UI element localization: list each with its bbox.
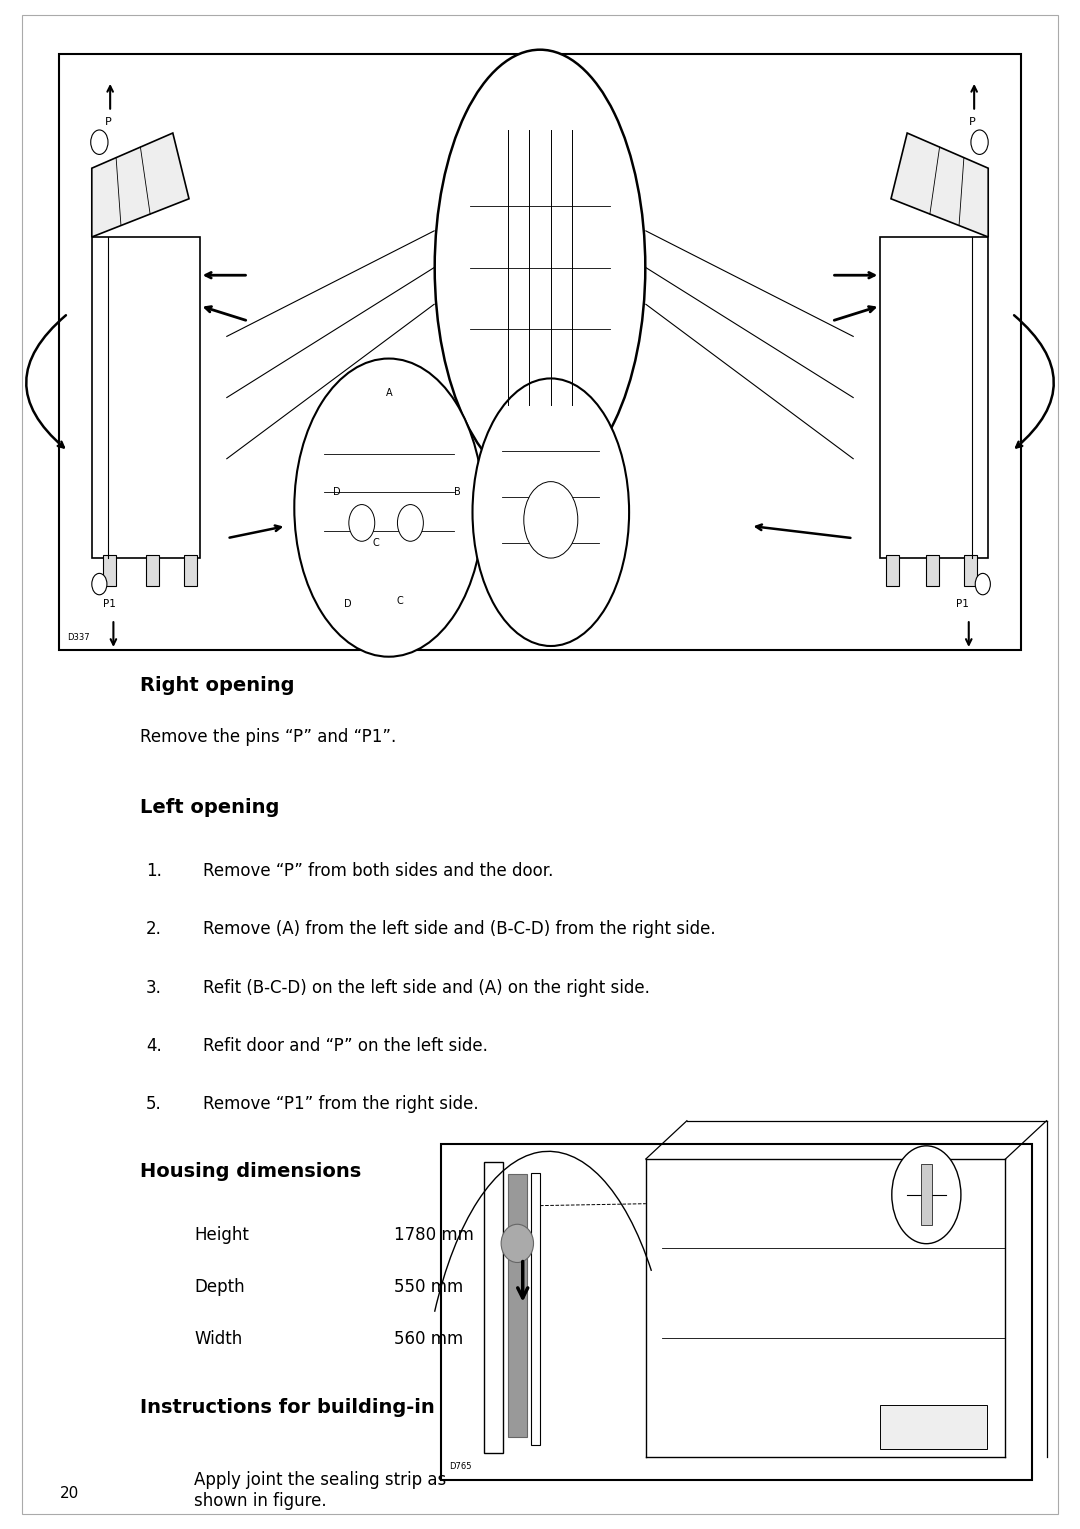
- Text: Remove the pins “P” and “P1”.: Remove the pins “P” and “P1”.: [140, 728, 396, 746]
- Text: D: D: [333, 488, 340, 497]
- Text: C: C: [396, 596, 403, 607]
- Text: 20: 20: [59, 1486, 79, 1501]
- Text: Refit (B-C-D) on the left side and (A) on the right side.: Refit (B-C-D) on the left side and (A) o…: [203, 979, 650, 997]
- Text: Apply joint the sealing strip as
shown in figure.: Apply joint the sealing strip as shown i…: [194, 1471, 447, 1509]
- Circle shape: [892, 1145, 961, 1243]
- Text: Remove (A) from the left side and (B-C-D) from the right side.: Remove (A) from the left side and (B-C-D…: [203, 920, 716, 939]
- Text: 550 mm: 550 mm: [394, 1278, 463, 1297]
- Bar: [926, 555, 939, 586]
- Text: A: A: [386, 387, 392, 398]
- Circle shape: [92, 573, 107, 595]
- Text: 1.: 1.: [146, 862, 162, 881]
- Text: Remove “P” from both sides and the door.: Remove “P” from both sides and the door.: [203, 862, 553, 881]
- Text: P1: P1: [103, 599, 116, 610]
- Circle shape: [349, 505, 375, 541]
- Text: 1780 mm: 1780 mm: [394, 1226, 474, 1245]
- Text: Right opening: Right opening: [140, 676, 295, 694]
- Text: D: D: [343, 599, 352, 610]
- Circle shape: [524, 482, 578, 558]
- Polygon shape: [891, 133, 988, 237]
- Text: Depth: Depth: [194, 1278, 245, 1297]
- Circle shape: [91, 130, 108, 154]
- Text: 560 mm: 560 mm: [394, 1330, 463, 1349]
- Ellipse shape: [294, 358, 484, 656]
- Text: Remove “P1” from the right side.: Remove “P1” from the right side.: [203, 1095, 478, 1113]
- Bar: [146, 555, 159, 586]
- Bar: [484, 1162, 503, 1453]
- Text: C: C: [373, 538, 379, 549]
- Circle shape: [397, 505, 423, 541]
- Text: Housing dimensions: Housing dimensions: [140, 1162, 362, 1180]
- Text: P: P: [105, 116, 111, 127]
- Bar: [103, 555, 116, 586]
- Circle shape: [971, 130, 988, 154]
- Bar: [92, 237, 200, 558]
- Ellipse shape: [501, 1225, 534, 1263]
- Text: 2.: 2.: [146, 920, 162, 939]
- Bar: [879, 1405, 987, 1449]
- Bar: [531, 1173, 540, 1445]
- Text: Height: Height: [194, 1226, 249, 1245]
- Bar: [441, 1144, 1032, 1480]
- Ellipse shape: [472, 378, 629, 645]
- Polygon shape: [92, 133, 189, 237]
- Bar: [921, 1164, 932, 1225]
- Text: 4.: 4.: [146, 1037, 162, 1055]
- Text: Left opening: Left opening: [140, 798, 280, 816]
- Text: Instructions for building-in: Instructions for building-in: [140, 1398, 435, 1416]
- Text: D765: D765: [449, 1462, 472, 1471]
- Bar: [964, 555, 977, 586]
- Bar: [880, 237, 988, 558]
- Text: 3.: 3.: [146, 979, 162, 997]
- Bar: [508, 1174, 527, 1437]
- Text: Refit door and “P” on the left side.: Refit door and “P” on the left side.: [203, 1037, 488, 1055]
- Bar: [59, 54, 1021, 650]
- Text: B: B: [454, 488, 460, 497]
- Text: 5.: 5.: [146, 1095, 162, 1113]
- Bar: [184, 555, 197, 586]
- Text: Width: Width: [194, 1330, 243, 1349]
- Bar: [886, 555, 899, 586]
- Text: D337: D337: [67, 633, 90, 642]
- Text: P: P: [969, 116, 975, 127]
- Circle shape: [975, 573, 990, 595]
- Text: P1: P1: [956, 599, 969, 610]
- Ellipse shape: [434, 49, 646, 485]
